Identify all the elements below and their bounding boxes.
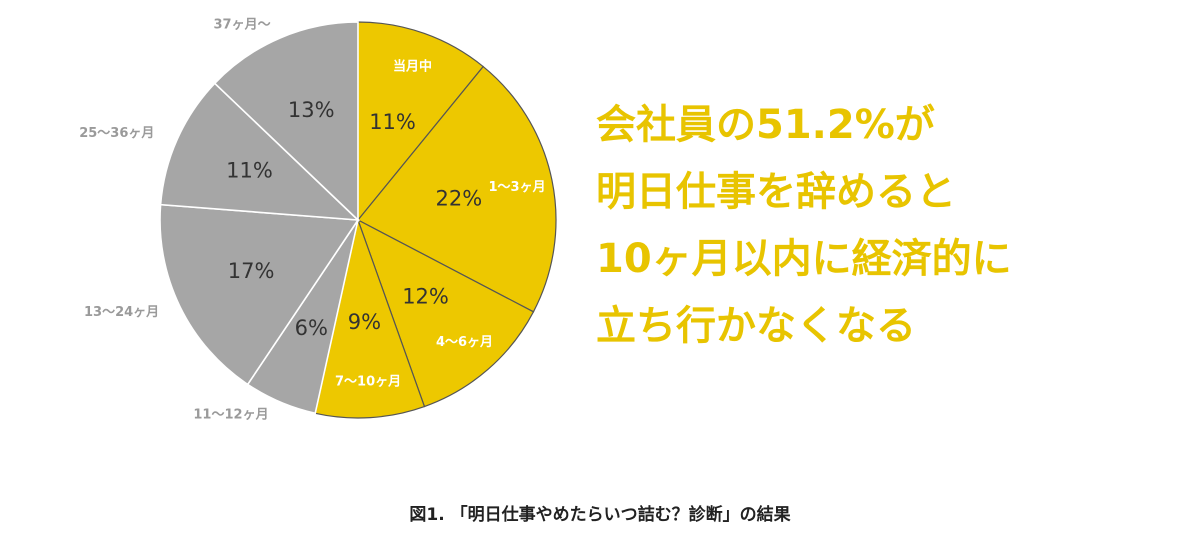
category-label-2: 1〜3ヶ月: [489, 180, 546, 195]
pie-slices: [159, 21, 557, 419]
value-label-1: 11%: [369, 110, 416, 134]
value-label-3: 12%: [402, 285, 449, 309]
headline-line-3: 10ヶ月以内に経済的に: [596, 236, 1012, 282]
slice-3: [356, 218, 535, 408]
pie-labels: 11% 当月中 22% 1〜3ヶ月 12% 4〜6ヶ月 9% 7〜10ヶ月 6% 11〜12ヶ月 1…: [79, 18, 545, 423]
category-label-4: 7〜10ヶ月: [335, 375, 401, 390]
headline-line-4: 立ち行かなくなる: [596, 303, 916, 349]
value-label-7: 11%: [226, 159, 273, 183]
headline-line-1: 会社員の51.2%が: [596, 102, 935, 148]
slice-2: [357, 65, 557, 313]
slice-7: [159, 82, 361, 221]
headline: 会社員の51.2%が 明日仕事を辞めると 10ヶ月以内に経済的に 立ち行かなくな…: [596, 92, 1176, 360]
slice-6: [159, 203, 360, 386]
category-label-3: 4〜6ヶ月: [436, 335, 493, 350]
slice-8: [213, 21, 359, 222]
value-label-5: 6%: [295, 316, 328, 340]
headline-line-2: 明日仕事を辞めると: [596, 169, 956, 215]
category-label-6: 13〜24ヶ月: [84, 305, 159, 320]
value-label-8: 13%: [288, 98, 335, 122]
category-label-5: 11〜12ヶ月: [193, 407, 268, 422]
value-label-4: 9%: [348, 310, 381, 334]
value-label-6: 17%: [228, 259, 275, 283]
slice-4: [314, 217, 426, 419]
category-label-8: 37ヶ月〜: [213, 18, 270, 33]
value-label-2: 22%: [436, 186, 483, 210]
figure-caption: 図1. 「明日仕事やめたらいつ詰む？診断」の結果: [409, 505, 791, 525]
category-label-1: 当月中: [393, 59, 432, 75]
slice-1: [357, 21, 485, 222]
category-label-7: 25〜36ヶ月: [79, 126, 154, 141]
